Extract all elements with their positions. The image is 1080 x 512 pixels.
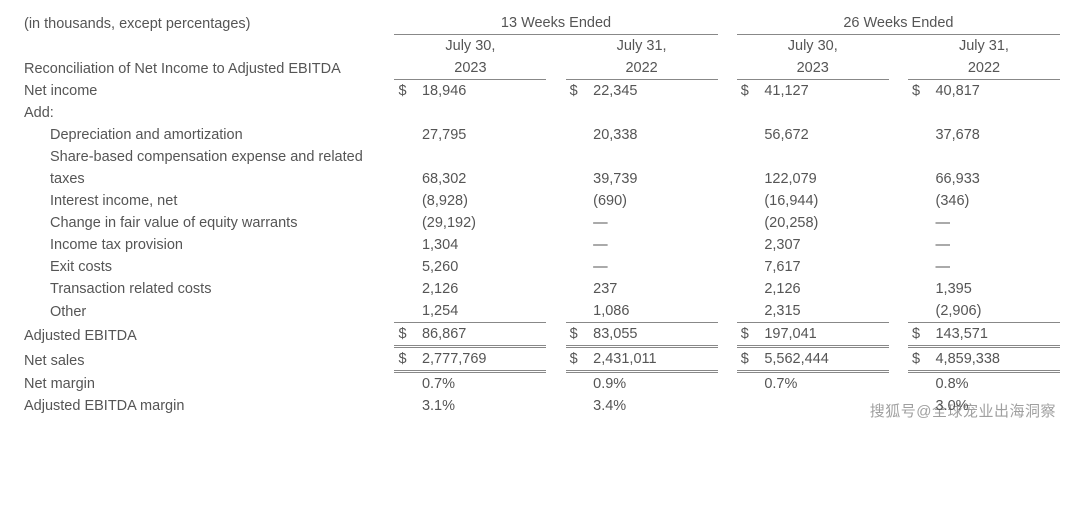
row-net-margin: Net margin 0.7% 0.9% 0.7% 0.8% [20, 372, 1060, 396]
label-other: Other [20, 300, 394, 323]
row-tax-prov: Income tax provision 1,304 — 2,307 — [20, 234, 1060, 256]
col-year-1: 2023 [394, 57, 546, 80]
col-date-4a: July 31, [908, 35, 1060, 58]
col-date-3a: July 30, [737, 35, 889, 58]
label-add: Add: [20, 102, 394, 124]
label-dep-amort: Depreciation and amortization [20, 124, 394, 146]
label-net-margin: Net margin [20, 372, 394, 396]
row-sbc-line2: taxes 68,302 39,739 122,079 66,933 [20, 168, 1060, 190]
ebitda-reconciliation-table: (in thousands, except percentages) 13 We… [20, 12, 1060, 417]
header-note: (in thousands, except percentages) [20, 12, 394, 35]
row-exit: Exit costs 5,260 — 7,617 — [20, 256, 1060, 278]
row-net-income: Net income $18,946 $22,345 $41,127 $40,8… [20, 80, 1060, 103]
col-date-1a: July 30, [394, 35, 546, 58]
row-dep-amort: Depreciation and amortization 27,795 20,… [20, 124, 1060, 146]
label-net-income: Net income [20, 80, 394, 103]
header-row-3: Reconciliation of Net Income to Adjusted… [20, 57, 1060, 80]
val: 18,946 [418, 80, 546, 103]
label-adj-ebitda: Adjusted EBITDA [20, 323, 394, 347]
label-adj-margin: Adjusted EBITDA margin [20, 395, 394, 417]
label-txn: Transaction related costs [20, 278, 394, 300]
row-net-sales: Net sales $2,777,769 $2,431,011 $5,562,4… [20, 347, 1060, 372]
period-header-26w: 26 Weeks Ended [737, 12, 1060, 35]
row-sbc-line1: Share-based compensation expense and rel… [20, 146, 1060, 168]
label-tax-prov: Income tax provision [20, 234, 394, 256]
row-txn: Transaction related costs 2,126 237 2,12… [20, 278, 1060, 300]
header-row-2: July 30, July 31, July 30, July 31, [20, 35, 1060, 58]
subtitle: Reconciliation of Net Income to Adjusted… [20, 57, 394, 80]
watermark-text: 搜狐号@全球宠业出海洞察 [870, 400, 1056, 421]
label-sbc1: Share-based compensation expense and rel… [20, 146, 394, 168]
row-add: Add: [20, 102, 1060, 124]
currency-symbol: $ [394, 80, 418, 103]
row-fv-warrants: Change in fair value of equity warrants … [20, 212, 1060, 234]
col-date-2a: July 31, [566, 35, 718, 58]
label-interest: Interest income, net [20, 190, 394, 212]
col-year-2: 2022 [566, 57, 718, 80]
period-header-13w: 13 Weeks Ended [394, 12, 717, 35]
label-fv-warrants: Change in fair value of equity warrants [20, 212, 394, 234]
label-sbc2: taxes [20, 168, 394, 190]
col-year-4: 2022 [908, 57, 1060, 80]
label-exit: Exit costs [20, 256, 394, 278]
label-net-sales: Net sales [20, 347, 394, 372]
header-row-1: (in thousands, except percentages) 13 We… [20, 12, 1060, 35]
row-other: Other 1,254 1,086 2,315 (2,906) [20, 300, 1060, 323]
row-adj-ebitda: Adjusted EBITDA $86,867 $83,055 $197,041… [20, 323, 1060, 347]
row-interest: Interest income, net (8,928) (690) (16,9… [20, 190, 1060, 212]
col-year-3: 2023 [737, 57, 889, 80]
